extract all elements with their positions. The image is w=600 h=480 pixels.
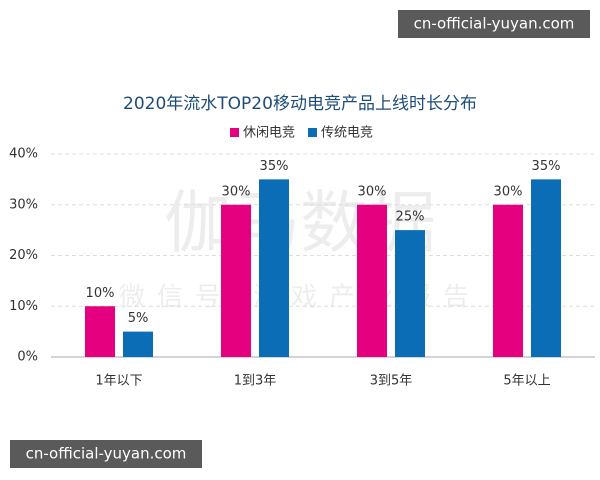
value-label: 25%	[396, 210, 425, 225]
value-label: 30%	[358, 184, 387, 199]
bar	[85, 306, 115, 357]
watermark-top: cn-official-yuyan.com	[414, 15, 575, 33]
y-tick-label: 0%	[17, 350, 38, 365]
y-tick-label: 20%	[9, 248, 38, 263]
bar	[259, 179, 289, 357]
watermark-box	[398, 10, 590, 38]
watermark-bottom: cn-official-yuyan.com	[26, 445, 187, 463]
y-tick-label: 30%	[9, 197, 38, 212]
x-tick-label: 1到3年	[234, 374, 277, 389]
legend-swatch	[308, 128, 317, 137]
legend-label: 传统电竞	[321, 125, 373, 141]
y-tick-label: 40%	[9, 147, 38, 162]
x-tick-label: 1年以下	[95, 374, 142, 389]
y-tick-label: 10%	[9, 299, 38, 314]
legend-swatch	[230, 128, 239, 137]
bar	[221, 204, 251, 357]
bar	[357, 204, 387, 357]
value-label: 35%	[260, 159, 289, 174]
value-label: 5%	[128, 311, 149, 326]
value-label: 35%	[532, 159, 561, 174]
watermark-subtitle: 微信号 游戏产业报告	[119, 283, 481, 313]
value-label: 10%	[86, 286, 115, 301]
bar	[395, 230, 425, 357]
x-tick-label: 5年以上	[503, 374, 550, 389]
bar	[531, 179, 561, 357]
watermark-logo: 伽马数据	[164, 185, 436, 264]
value-label: 30%	[222, 184, 251, 199]
legend-label: 休闲电竞	[243, 125, 295, 141]
chart-title: 2020年流水TOP20移动电竞产品上线时长分布	[123, 94, 477, 114]
watermark-box	[10, 440, 202, 468]
bar	[123, 331, 153, 357]
x-tick-label: 3到5年	[370, 374, 413, 389]
bar	[493, 204, 523, 357]
value-label: 30%	[494, 184, 523, 199]
